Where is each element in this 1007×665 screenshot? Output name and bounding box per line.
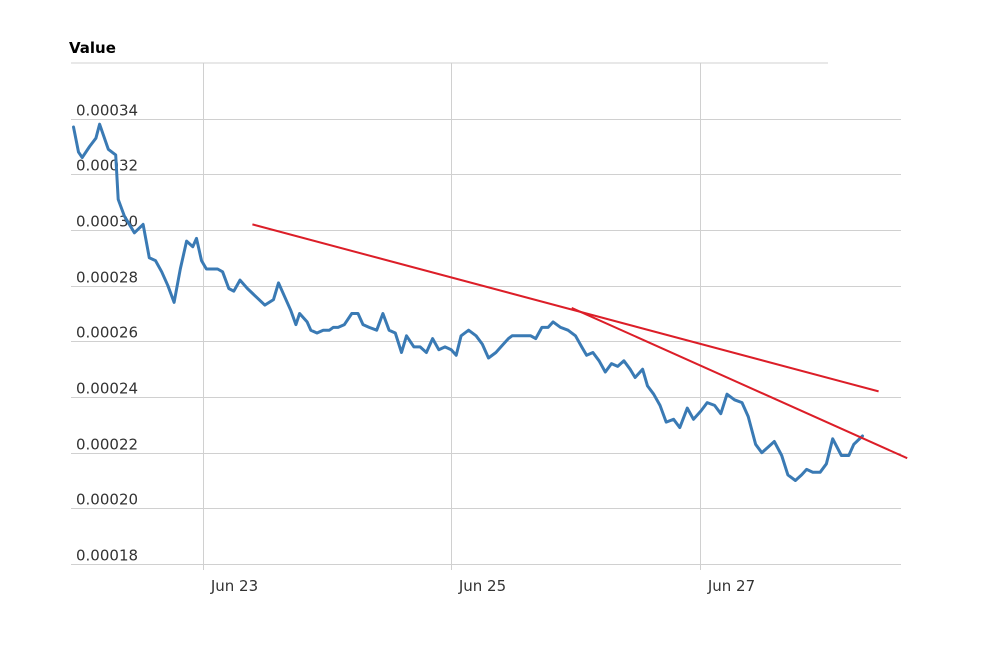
x-tick-label: Jun 25 [458, 577, 506, 595]
y-tick-label: 0.00022 [76, 436, 138, 454]
y-axis-label: Value [69, 39, 116, 57]
y-tick-label: 0.00028 [76, 269, 138, 287]
x-tick-label: Jun 23 [210, 577, 258, 595]
y-tick-label: 0.00020 [76, 491, 138, 509]
tick-labels: 0.00018 0.00020 0.00022 0.00024 0.00026 0.000… [76, 102, 755, 596]
y-tick-label: 0.00034 [76, 102, 138, 120]
y-tick-label: 0.00032 [76, 157, 138, 175]
grid-layer [71, 62, 901, 570]
trendline [252, 223, 879, 393]
trendline [571, 306, 908, 460]
y-tick-label: 0.00030 [76, 213, 138, 231]
y-tick-label: 0.00018 [76, 547, 138, 565]
y-tick-label: 0.00024 [76, 380, 138, 398]
series-layer [72, 122, 864, 482]
series-line [72, 122, 864, 482]
trendline-layer [252, 223, 908, 460]
x-tick-label: Jun 27 [707, 577, 755, 595]
y-tick-label: 0.00026 [76, 324, 138, 342]
